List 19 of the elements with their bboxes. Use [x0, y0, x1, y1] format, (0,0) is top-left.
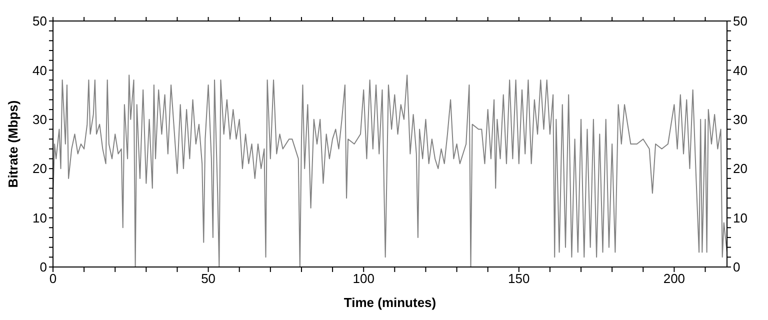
y-tick-label: 20 [32, 161, 47, 176]
y-tick-label: 40 [32, 62, 47, 78]
y2-tick-label: 0 [733, 260, 740, 275]
y2-tick-label: 30 [733, 112, 748, 128]
y-tick-label: 10 [32, 210, 47, 226]
y-tick-label: 0 [40, 260, 47, 275]
x-tick-label: 200 [663, 271, 686, 286]
y2-tick-label: 20 [733, 161, 748, 176]
x-tick-label: 100 [352, 271, 374, 286]
y2-tick-label: 50 [733, 14, 748, 29]
y2-tick-label: 40 [733, 62, 748, 78]
y-tick-label: 50 [32, 14, 47, 29]
y-axis-title: Bitrate (Mbps) [6, 100, 21, 188]
x-tick-label: 150 [508, 271, 530, 286]
y-tick-label: 30 [32, 112, 47, 128]
x-tick-label: 0 [49, 271, 57, 286]
y2-tick-label: 10 [733, 210, 748, 226]
x-axis-title: Time (minutes) [344, 295, 436, 310]
x-tick-label: 50 [201, 271, 216, 286]
